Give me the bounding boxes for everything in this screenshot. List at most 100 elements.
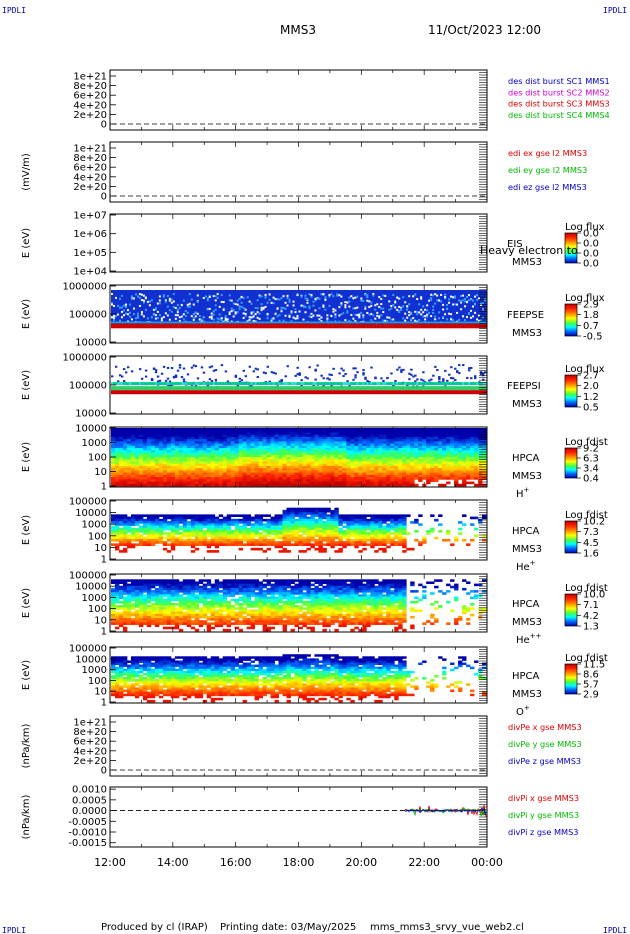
panel-feeps-e-cell: [346, 310, 349, 313]
panel-feeps-i-cell: [262, 390, 265, 395]
panel-hpca-h-cell: [370, 448, 375, 451]
panel-hpca-h-cell: [402, 468, 407, 471]
panel-hpca-h-cell: [450, 461, 455, 465]
panel-feeps-e-cell: [334, 309, 337, 312]
panel-hpca-h-cell: [470, 461, 475, 465]
panel-feeps-e-cell: [464, 323, 467, 329]
panel-hpca-h-cell: [302, 450, 307, 453]
panel-feeps-e-cell: [162, 295, 166, 298]
panel-hpca-h-cell: [446, 472, 451, 476]
panel-hpca-h-cell: [298, 443, 303, 447]
panel-hpca-h-cell: [346, 432, 351, 436]
panel-hpca-h-cell: [122, 428, 128, 431]
panel-feeps-e-cell: [444, 297, 447, 300]
panel-hpca-h-cell: [246, 452, 252, 456]
panel-hpca-h-cell: [250, 434, 256, 438]
panel-hpca-h-cell: [250, 441, 256, 445]
panel-feeps-i-cell: [172, 390, 176, 395]
panel-hpca-h-cell: [130, 434, 136, 438]
panel-hpca-h-cell: [462, 468, 467, 471]
panel-hpca-h-cell: [154, 477, 160, 480]
panel-hpca-h-cell: [218, 436, 224, 440]
panel-hpca-h-cell: [111, 436, 116, 440]
panel-feeps-e-cell: [456, 290, 459, 327]
panel-hpca-h-cell: [390, 463, 395, 467]
panel-hpca-h-cell: [270, 428, 275, 431]
panel-hpca-h-cell: [298, 468, 303, 471]
panel-hpca-h-cell: [242, 463, 248, 467]
panel-hpca-h-cell: [186, 439, 192, 442]
panel-feeps-e-cell: [242, 296, 246, 299]
panel-hpca-h-cell: [130, 430, 136, 433]
panel-hpca-h-cell: [410, 479, 415, 482]
panel-feeps-i-cell: [326, 390, 329, 395]
panel-feeps-e-cell: [348, 305, 351, 308]
panel-feeps-e-cell: [430, 298, 433, 301]
panel-hpca-h-cell: [390, 470, 395, 474]
panel-feeps-e-cell: [452, 319, 455, 322]
panel-feeps-e-cell: [178, 316, 182, 319]
panel-feeps-e-cell: [426, 313, 429, 316]
panel-feeps-e-cell: [430, 290, 433, 327]
panel-feeps-e-cell: [366, 312, 369, 315]
panel-feeps-e-cell: [388, 308, 391, 311]
panel-feeps-e-cell: [340, 302, 343, 305]
panel-feeps-e-cell: [186, 323, 190, 329]
panel-feeps-e-cell: [230, 307, 234, 310]
panel-feeps-e-cell: [438, 299, 441, 302]
panel-feeps-i-cell: [214, 390, 218, 395]
panel-hpca-h-cell: [338, 428, 343, 431]
panel-feeps-e-cell: [308, 323, 311, 329]
panel-feeps-e-cell: [348, 323, 351, 329]
panel-hpca-h-cell: [470, 477, 475, 480]
panel-hpca-h-cell: [182, 445, 188, 449]
panel-feeps-e-cell: [438, 317, 441, 320]
panel-feeps-e-cell: [140, 311, 144, 314]
panel-hpca-h-cell: [310, 439, 315, 442]
panel-hpca-h-cell: [242, 468, 248, 471]
panel-hpca-h-cell: [126, 432, 132, 436]
panel-feeps-e-cell: [146, 323, 150, 329]
panel-hpca-h-cell: [130, 470, 136, 474]
panel-feeps-e-cell: [306, 301, 309, 304]
panel-feeps-i-cell: [130, 390, 134, 395]
panel-feeps-e-cell: [156, 290, 160, 327]
panel-feeps-i-cell: [424, 390, 427, 395]
panel-feeps-e-cell: [188, 323, 192, 329]
panel-hpca-h-cell: [414, 428, 419, 431]
panel-hpca-h-cell: [250, 443, 256, 447]
panel-hpca-h-cell: [426, 441, 431, 445]
panel-feeps-e-cell: [206, 323, 210, 329]
panel-feeps-i-cell: [342, 390, 345, 395]
panel-hpca-h-cell: [482, 432, 487, 436]
panel-feeps-e-cell: [416, 313, 419, 316]
panel-hpca-h-cell: [482, 461, 487, 465]
panel-feeps-i-cell: [404, 382, 407, 386]
panel-hpca-h-cell: [258, 459, 263, 462]
panel-hpca-h-cell: [410, 454, 415, 458]
panel-hpca-h-cell: [366, 470, 371, 474]
panel-hpca-h-cell: [130, 452, 136, 456]
panel-feeps-e-cell: [248, 318, 252, 321]
panel-hpca-h-cell: [154, 434, 160, 438]
panel-feeps-e-cell: [208, 295, 212, 298]
panel-hpca-h-cell: [294, 465, 299, 469]
panel-feeps-e-cell: [358, 314, 361, 317]
panel-hpca-h-cell: [410, 472, 415, 476]
panel-feeps-i-spacecraft-label: MMS3: [512, 399, 542, 410]
panel-feeps-e-cell: [230, 310, 234, 313]
panel-hpca-h-cell: [290, 481, 295, 485]
panel-feeps-i-cell: [386, 386, 389, 391]
panel-hpca-h-cell: [482, 450, 487, 453]
panel-hpca-h-cell: [394, 454, 399, 458]
panel-feeps-e-cell: [252, 319, 256, 322]
panel-hpca-h-cell: [198, 441, 204, 445]
panel-feeps-i-cell: [178, 390, 182, 395]
panel-hpca-h-cell: [394, 472, 399, 476]
panel-hpca-h-cell: [402, 439, 407, 442]
panel-feeps-i-cell: [188, 390, 192, 395]
panel-hpca-h-cell: [262, 434, 267, 438]
panel-hpca-h-cell: [286, 468, 291, 471]
panel-hpca-h-cell: [230, 450, 236, 453]
panel-feeps-e-cell: [314, 290, 317, 327]
